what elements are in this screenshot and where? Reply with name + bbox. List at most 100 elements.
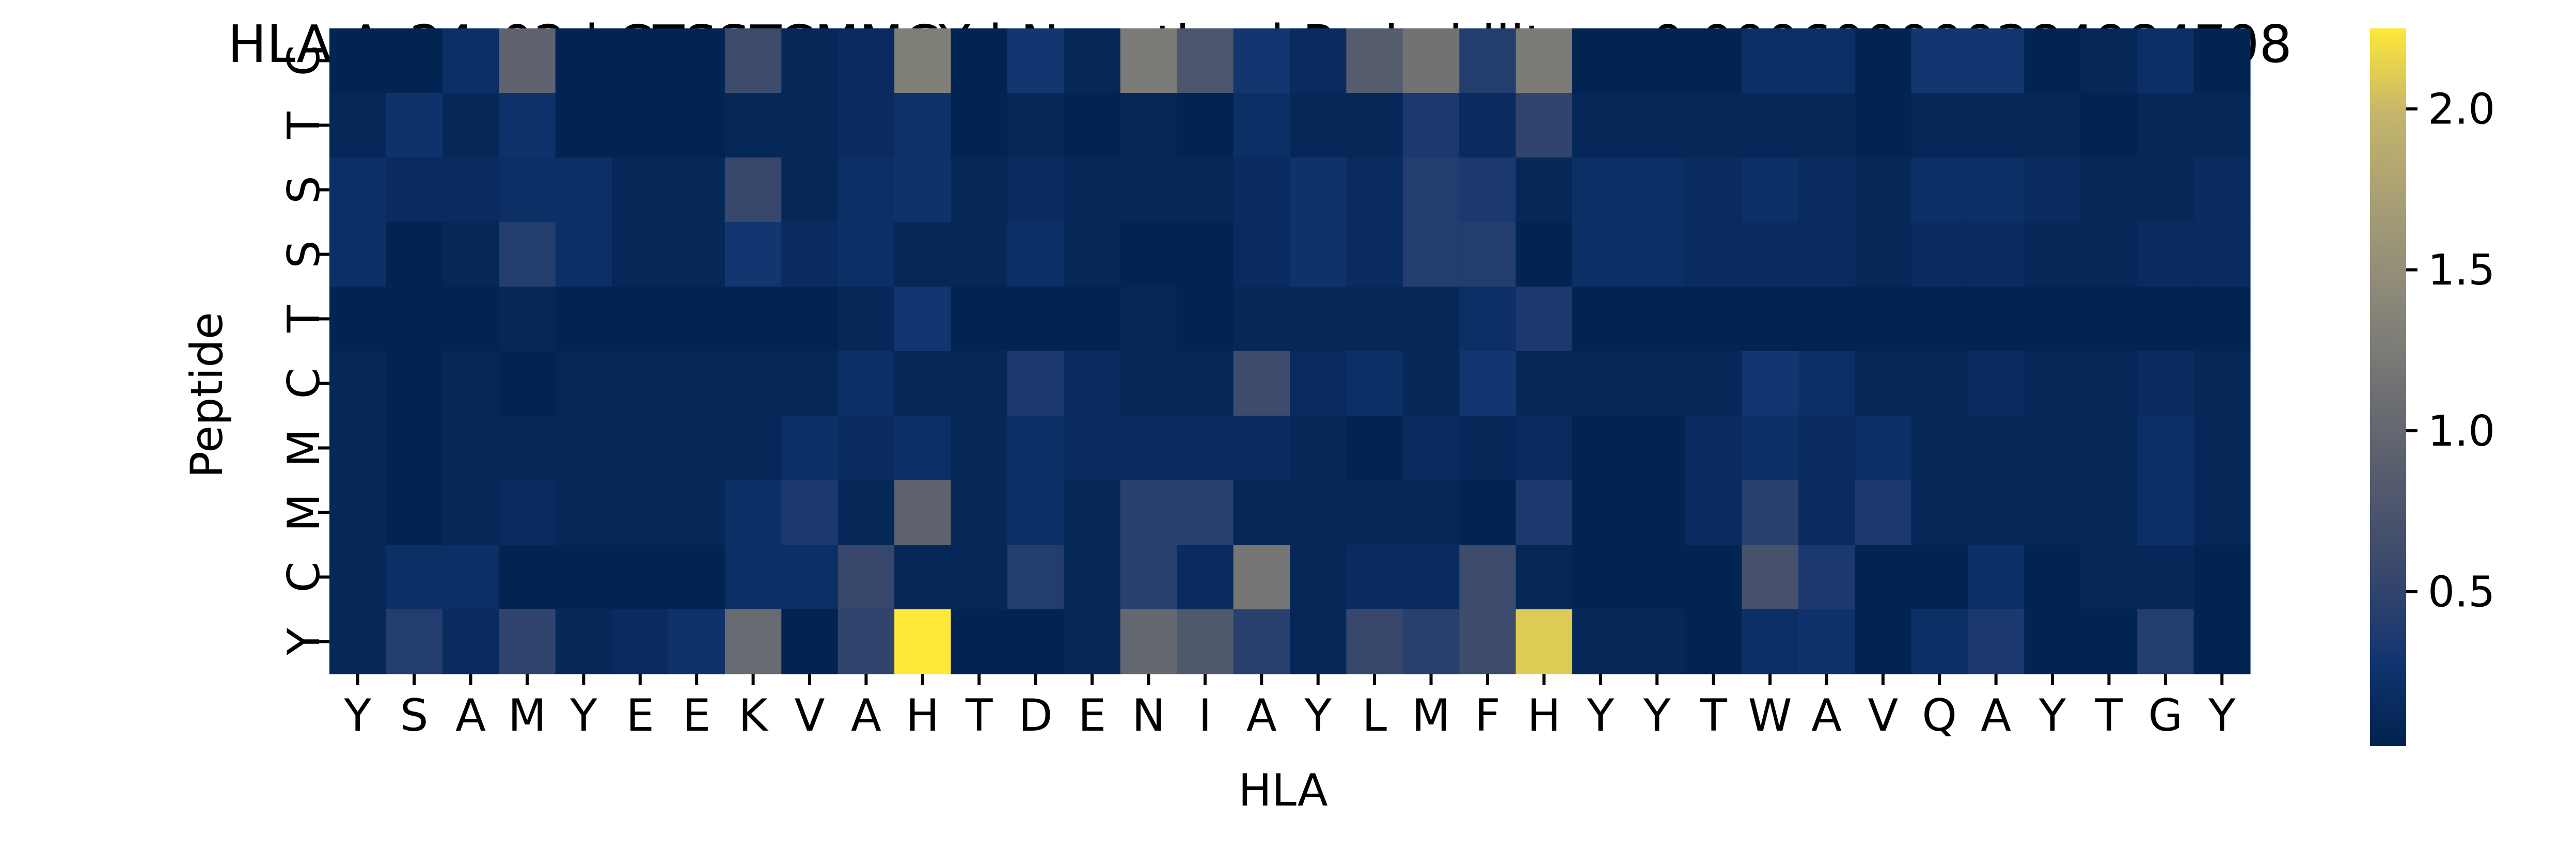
heatmap-cell <box>386 416 443 481</box>
heatmap-cell <box>1459 609 1516 674</box>
heatmap-cell <box>1855 480 1912 545</box>
heatmap-cell <box>442 93 499 158</box>
heatmap-cell <box>1855 157 1912 223</box>
heatmap-cell <box>1120 351 1177 416</box>
heatmap-cell <box>1515 93 1573 158</box>
heatmap-cell <box>2137 287 2194 352</box>
x-tick-label: Y <box>2038 690 2066 741</box>
heatmap-cell <box>1290 157 1347 223</box>
heatmap-cell <box>386 351 443 416</box>
colorbar <box>2370 28 2406 746</box>
heatmap-cell <box>1629 416 1686 481</box>
heatmap-cell <box>1233 222 1290 287</box>
heatmap-cell <box>1290 416 1347 481</box>
heatmap-cell <box>442 287 499 352</box>
heatmap-cell <box>1120 28 1177 93</box>
heatmap-cell <box>1064 416 1121 481</box>
heatmap-cell <box>442 609 499 674</box>
heatmap-cell <box>1742 93 1799 158</box>
heatmap-cell <box>1233 545 1290 610</box>
colorbar-tick-label: 0.5 <box>2428 568 2495 617</box>
heatmap-cell <box>1742 609 1799 674</box>
heatmap-cell <box>1515 480 1573 545</box>
heatmap-cell <box>1459 480 1516 545</box>
heatmap-cell <box>1798 351 1855 416</box>
heatmap-cell <box>951 28 1008 93</box>
heatmap-cell <box>1064 545 1121 610</box>
x-tick-label: T <box>1699 690 1727 741</box>
heatmap-cell <box>2193 351 2251 416</box>
heatmap-cell <box>612 545 669 610</box>
x-tick-label: Y <box>343 690 371 741</box>
heatmap-cell <box>1967 222 2025 287</box>
heatmap-cell <box>1459 93 1516 158</box>
heatmap-cell <box>2193 287 2251 352</box>
heatmap-cell <box>1346 416 1403 481</box>
heatmap-cell <box>1911 545 1968 610</box>
heatmap-cell <box>1120 545 1177 610</box>
heatmap-cell <box>2024 222 2081 287</box>
heatmap-cell <box>1685 93 1742 158</box>
heatmap-cell <box>1346 222 1403 287</box>
x-tick-label: I <box>1198 690 1211 741</box>
heatmap-cell <box>1120 222 1177 287</box>
heatmap-cell <box>668 93 725 158</box>
heatmap-cell <box>1120 480 1177 545</box>
heatmap-cell <box>329 609 387 674</box>
heatmap-cell <box>1967 28 2025 93</box>
heatmap-cell <box>894 545 952 610</box>
heatmap-cell <box>724 416 782 481</box>
heatmap-cell <box>329 480 387 545</box>
x-tick-label: E <box>626 690 654 741</box>
heatmap-cell <box>386 93 443 158</box>
heatmap-cell <box>1798 157 1855 223</box>
heatmap-cell <box>386 609 443 674</box>
x-tick-label: N <box>1132 690 1165 741</box>
heatmap-cell <box>1855 545 1912 610</box>
heatmap-cell <box>951 93 1008 158</box>
colorbar-tick-label: 1.0 <box>2428 407 2495 456</box>
heatmap-cell <box>2080 157 2138 223</box>
heatmap-cell <box>894 287 952 352</box>
heatmap-cell <box>1290 609 1347 674</box>
heatmap-cell <box>1007 480 1064 545</box>
heatmap-cell <box>1967 287 2025 352</box>
heatmap-cell <box>668 545 725 610</box>
x-tick-label: H <box>1527 690 1561 741</box>
heatmap-cell <box>1290 222 1347 287</box>
heatmap-cell <box>1742 545 1799 610</box>
heatmap-cell <box>1685 222 1742 287</box>
heatmap-cell <box>2024 287 2081 352</box>
heatmap-cell <box>1346 93 1403 158</box>
heatmap-cell <box>1685 609 1742 674</box>
heatmap-cell <box>612 222 669 287</box>
x-tick-label: A <box>1981 690 2011 741</box>
heatmap-cell <box>612 157 669 223</box>
heatmap-cell <box>1346 287 1403 352</box>
heatmap-cell <box>1007 351 1064 416</box>
x-tick-label: L <box>1362 690 1387 741</box>
heatmap-cell <box>1515 351 1573 416</box>
heatmap-cell <box>837 545 895 610</box>
heatmap-cell <box>1233 28 1290 93</box>
heatmap-cell <box>1798 222 1855 287</box>
heatmap-cell <box>329 93 387 158</box>
heatmap-cell <box>1911 157 1968 223</box>
y-tick-label: C <box>278 368 330 399</box>
heatmap-cell <box>1346 28 1403 93</box>
x-tick-label: H <box>906 690 939 741</box>
heatmap-cell <box>1064 351 1121 416</box>
heatmap-cell <box>1064 609 1121 674</box>
heatmap-cell <box>2080 222 2138 287</box>
heatmap-cell <box>1515 416 1573 481</box>
heatmap-cell <box>1629 545 1686 610</box>
heatmap-cell <box>951 480 1008 545</box>
heatmap-cell <box>1120 609 1177 674</box>
heatmap-cell <box>1459 222 1516 287</box>
heatmap-cell <box>499 222 556 287</box>
x-tick-label: M <box>508 690 546 741</box>
heatmap-cell <box>2080 93 2138 158</box>
heatmap-cell <box>668 287 725 352</box>
heatmap-cell <box>329 287 387 352</box>
x-tick-label: S <box>400 690 429 741</box>
